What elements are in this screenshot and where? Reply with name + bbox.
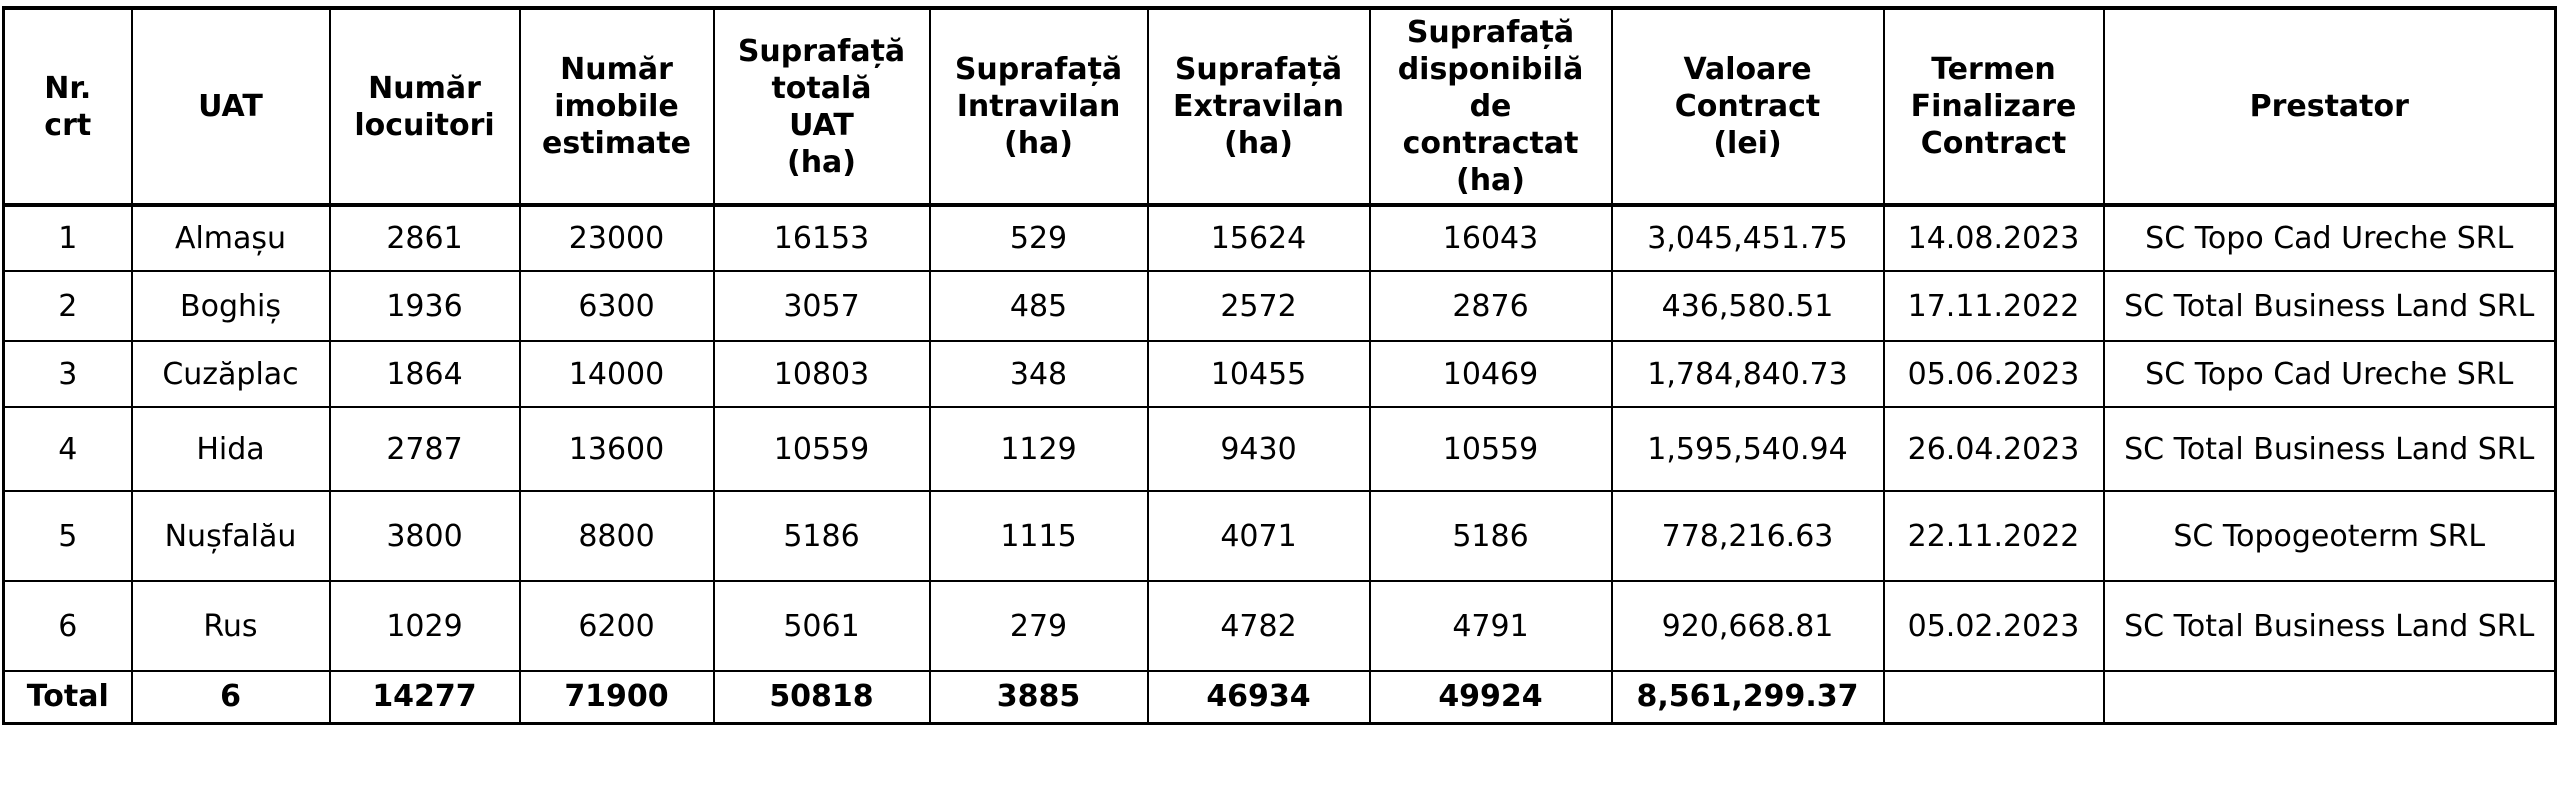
total-intravilan: 3885: [928, 670, 1149, 725]
cell-nr: 5: [2, 490, 133, 582]
header-suprafata-totala: Suprafață totală UAT (ha): [712, 6, 931, 207]
cell-locuitori: 3800: [328, 490, 521, 582]
table-row: 4 Hida 2787 13600 10559 1129 9430 10559 …: [2, 406, 2557, 492]
cell-imobile: 14000: [518, 340, 715, 408]
cell-extravilan: 15624: [1146, 204, 1371, 272]
cell-imobile: 23000: [518, 204, 715, 272]
header-uat: UAT: [130, 6, 331, 207]
cell-disponibila: 10469: [1368, 340, 1613, 408]
total-imobile: 71900: [518, 670, 715, 725]
header-suprafata-intravilan: Suprafață Intravilan (ha): [928, 6, 1149, 207]
table-header-row: Nr. crt UAT Număr locuitori Număr imobil…: [2, 6, 2557, 207]
cell-intravilan: 485: [928, 270, 1149, 342]
cell-termen: 05.02.2023: [1882, 580, 2105, 672]
cell-intravilan: 529: [928, 204, 1149, 272]
cell-suprafata-totala: 10803: [712, 340, 931, 408]
cell-extravilan: 4071: [1146, 490, 1371, 582]
cell-suprafata-totala: 10559: [712, 406, 931, 492]
cell-termen: 17.11.2022: [1882, 270, 2105, 342]
cell-disponibila: 4791: [1368, 580, 1613, 672]
table-row: 2 Boghiș 1936 6300 3057 485 2572 2876 43…: [2, 270, 2557, 342]
table-row: 1 Almașu 2861 23000 16153 529 15624 1604…: [2, 204, 2557, 272]
cell-imobile: 6300: [518, 270, 715, 342]
cell-termen: 22.11.2022: [1882, 490, 2105, 582]
cell-termen: 14.08.2023: [1882, 204, 2105, 272]
total-valoare: 8,561,299.37: [1610, 670, 1885, 725]
cell-locuitori: 2861: [328, 204, 521, 272]
cell-disponibila: 2876: [1368, 270, 1613, 342]
cell-intravilan: 1115: [928, 490, 1149, 582]
cell-nr: 3: [2, 340, 133, 408]
cell-nr: 1: [2, 204, 133, 272]
cell-valoare: 1,784,840.73: [1610, 340, 1885, 408]
cell-prestator: SC Total Business Land SRL: [2102, 406, 2557, 492]
cell-termen: 26.04.2023: [1882, 406, 2105, 492]
cell-uat: Cuzăplac: [130, 340, 331, 408]
cell-locuitori: 1864: [328, 340, 521, 408]
cell-suprafata-totala: 5186: [712, 490, 931, 582]
cell-termen: 05.06.2023: [1882, 340, 2105, 408]
contracts-table: Nr. crt UAT Număr locuitori Număr imobil…: [2, 6, 2557, 725]
cell-prestator: SC Total Business Land SRL: [2102, 580, 2557, 672]
cell-intravilan: 348: [928, 340, 1149, 408]
header-numar-imobile: Număr imobile estimate: [518, 6, 715, 207]
cell-extravilan: 2572: [1146, 270, 1371, 342]
cell-valoare: 3,045,451.75: [1610, 204, 1885, 272]
total-locuitori: 14277: [328, 670, 521, 725]
cell-imobile: 8800: [518, 490, 715, 582]
total-label: Total: [2, 670, 133, 725]
cell-locuitori: 1936: [328, 270, 521, 342]
cell-uat: Rus: [130, 580, 331, 672]
header-suprafata-disponibila: Suprafață disponibilă de contractat (ha): [1368, 6, 1613, 207]
cell-suprafata-totala: 16153: [712, 204, 931, 272]
cell-nr: 4: [2, 406, 133, 492]
cell-extravilan: 9430: [1146, 406, 1371, 492]
header-valoare-contract: Valoare Contract (lei): [1610, 6, 1885, 207]
cell-imobile: 13600: [518, 406, 715, 492]
cell-valoare: 1,595,540.94: [1610, 406, 1885, 492]
table-row: 3 Cuzăplac 1864 14000 10803 348 10455 10…: [2, 340, 2557, 408]
cell-disponibila: 10559: [1368, 406, 1613, 492]
header-numar-locuitori: Număr locuitori: [328, 6, 521, 207]
total-extravilan: 46934: [1146, 670, 1371, 725]
cell-uat: Boghiș: [130, 270, 331, 342]
cell-prestator: SC Topo Cad Ureche SRL: [2102, 204, 2557, 272]
cell-prestator: SC Topo Cad Ureche SRL: [2102, 340, 2557, 408]
cell-extravilan: 4782: [1146, 580, 1371, 672]
cell-disponibila: 5186: [1368, 490, 1613, 582]
total-uat-count: 6: [130, 670, 331, 725]
cell-valoare: 436,580.51: [1610, 270, 1885, 342]
cell-uat: Hida: [130, 406, 331, 492]
total-suprafata-totala: 50818: [712, 670, 931, 725]
cell-nr: 6: [2, 580, 133, 672]
cell-extravilan: 10455: [1146, 340, 1371, 408]
table-row: 5 Nușfalău 3800 8800 5186 1115 4071 5186…: [2, 490, 2557, 582]
cell-imobile: 6200: [518, 580, 715, 672]
header-nr-crt: Nr. crt: [2, 6, 133, 207]
cell-valoare: 920,668.81: [1610, 580, 1885, 672]
cell-prestator: SC Topogeoterm SRL: [2102, 490, 2557, 582]
cell-disponibila: 16043: [1368, 204, 1613, 272]
total-row: Total 6 14277 71900 50818 3885 46934 499…: [2, 670, 2557, 725]
cell-intravilan: 1129: [928, 406, 1149, 492]
header-termen-finalizare: Termen Finalizare Contract: [1882, 6, 2105, 207]
cell-valoare: 778,216.63: [1610, 490, 1885, 582]
cell-intravilan: 279: [928, 580, 1149, 672]
cell-suprafata-totala: 5061: [712, 580, 931, 672]
cell-uat: Nușfalău: [130, 490, 331, 582]
cell-nr: 2: [2, 270, 133, 342]
cell-locuitori: 2787: [328, 406, 521, 492]
cell-uat: Almașu: [130, 204, 331, 272]
total-prestator: [2102, 670, 2557, 725]
total-termen: [1882, 670, 2105, 725]
cell-prestator: SC Total Business Land SRL: [2102, 270, 2557, 342]
total-disponibila: 49924: [1368, 670, 1613, 725]
header-prestator: Prestator: [2102, 6, 2557, 207]
cell-locuitori: 1029: [328, 580, 521, 672]
header-suprafata-extravilan: Suprafață Extravilan (ha): [1146, 6, 1371, 207]
cell-suprafata-totala: 3057: [712, 270, 931, 342]
table-row: 6 Rus 1029 6200 5061 279 4782 4791 920,6…: [2, 580, 2557, 672]
